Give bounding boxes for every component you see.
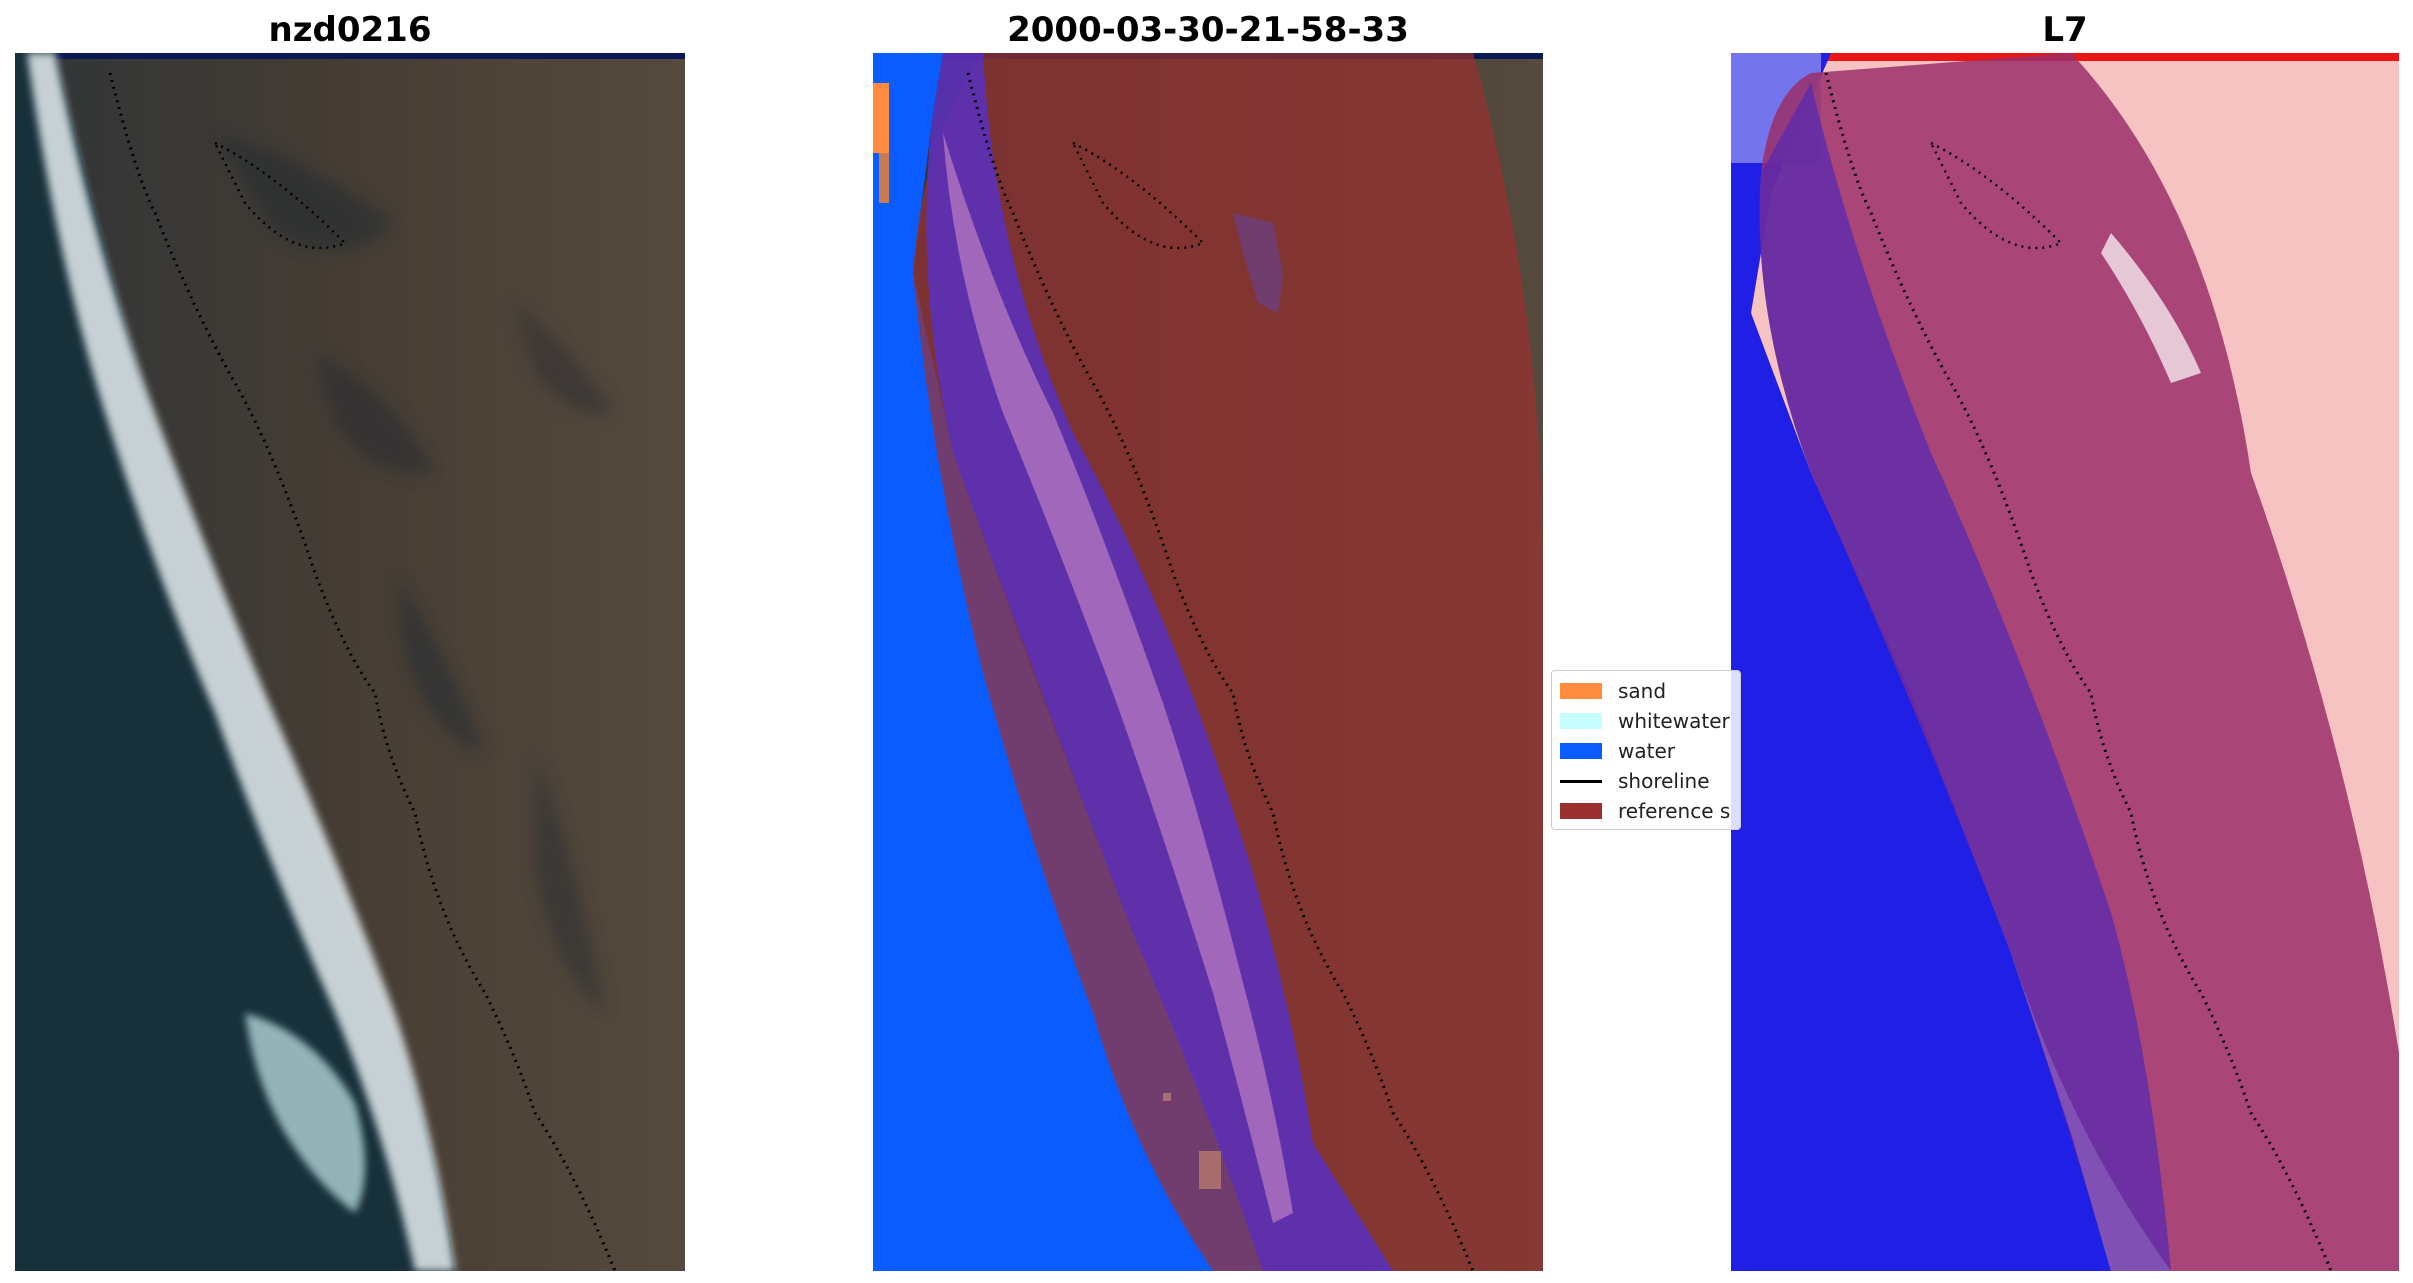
classified-overlay: [926, 53, 1393, 1271]
legend-item-sand: sand: [1560, 677, 1740, 703]
lagoon-outline: [1070, 140, 1206, 250]
classified-image: [873, 53, 1543, 1271]
legend-label-water: water: [1618, 739, 1675, 763]
legend-label-reference-shoreline: reference s: [1618, 799, 1731, 823]
legend-item-reference-shoreline: reference s: [1560, 797, 1740, 823]
legend: sand whitewater water shoreline referenc…: [1551, 670, 1741, 830]
legend-item-whitewater: whitewater: [1560, 707, 1740, 733]
legend-item-shoreline: shoreline: [1560, 767, 1740, 793]
legend-label-whitewater: whitewater: [1618, 709, 1730, 733]
surf-zone: [27, 53, 455, 1271]
water-index: [1731, 53, 2111, 1271]
index-bright-strip: [2101, 233, 2201, 383]
rgb-satellite-image: [15, 53, 685, 1271]
lagoon-outline: [212, 140, 348, 250]
index-image-panel: [1731, 53, 2399, 1271]
lagoon-outline: [1928, 140, 2064, 250]
reference-shoreline-buffer: [913, 53, 1543, 1271]
index-overlay-purple: [1759, 83, 2171, 1271]
sand-class-edge: [879, 153, 889, 203]
legend-label-sand: sand: [1618, 679, 1667, 703]
legend-label-shoreline: shoreline: [1618, 769, 1710, 793]
shoreline-line: [1824, 72, 2333, 1271]
reference-shoreline-buffer: [1759, 53, 2399, 1271]
classified-image-panel: [873, 53, 1543, 1271]
shoreline-line: [108, 72, 617, 1271]
offshore-whitewater: [245, 1013, 365, 1213]
legend-swatch-water: [1560, 743, 1602, 759]
legend-line-shoreline: [1560, 780, 1602, 783]
classified-sand-band: [943, 133, 1293, 1223]
legend-item-water: water: [1560, 737, 1740, 763]
shoreline-line: [966, 72, 1475, 1271]
panel-title-rgb: nzd0216: [268, 10, 432, 50]
water-class: [873, 53, 1263, 1271]
top-edge-strip: [15, 53, 685, 59]
dark-terrain-shading: [215, 133, 615, 1013]
rgb-image-panel: [15, 53, 685, 1271]
index-image: [1731, 53, 2399, 1271]
panel-title-mndwi: L7: [2042, 10, 2088, 50]
legend-swatch-whitewater: [1560, 713, 1602, 729]
panel-title-classified: 2000-03-30-21-58-33: [1007, 10, 1409, 50]
legend-swatch-sand: [1560, 683, 1602, 699]
legend-swatch-reference-shoreline: [1560, 803, 1602, 819]
sand-class: [873, 83, 889, 153]
